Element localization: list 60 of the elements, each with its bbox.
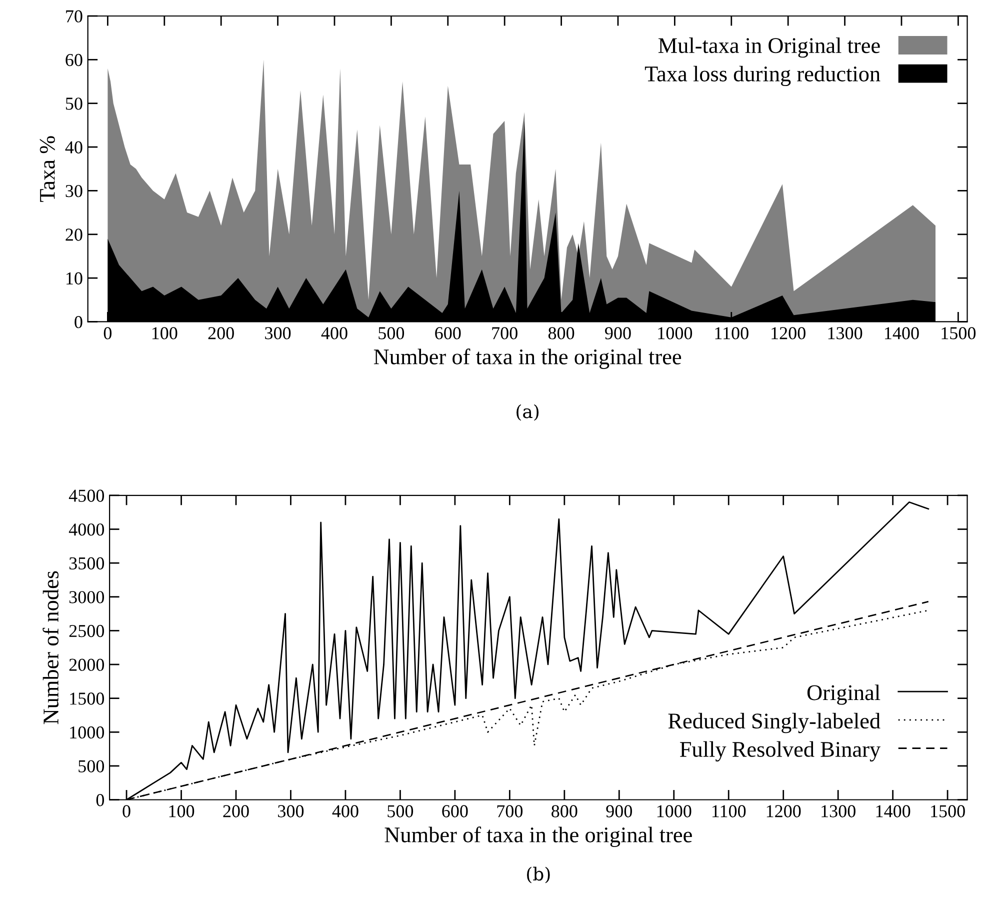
y-tick-label: 10	[66, 272, 82, 284]
x-tick-label: 800	[552, 805, 578, 818]
x-tick-label: 700	[492, 327, 518, 340]
x-tick-label: 1000	[658, 327, 692, 340]
legend-label: Mul-taxa in Original tree	[658, 37, 880, 58]
x-tick-label: 400	[321, 327, 348, 340]
y-tick-label: 4500	[68, 490, 104, 502]
x-tick-label: 600	[435, 327, 461, 340]
x-tick-label: 300	[278, 805, 304, 818]
y-tick-label: 2500	[69, 624, 104, 638]
x-tick-label: 200	[223, 805, 249, 818]
x-tick-label: 100	[152, 327, 178, 340]
x-tick-label: 100	[169, 805, 194, 818]
x-axis-title: Number of taxa in the original tree	[374, 348, 682, 369]
x-tick-label: 1500	[931, 805, 965, 818]
x-axis-title: Number of taxa in the original tree	[384, 826, 692, 847]
x-tick-label: 1500	[942, 327, 976, 340]
y-tick-label: 4000	[68, 523, 104, 536]
y-tick-label: 1000	[70, 726, 104, 739]
x-tick-label: 300	[265, 327, 291, 340]
legend-label: Taxa loss during reduction	[644, 66, 880, 86]
x-tick-label: 1200	[772, 327, 806, 340]
x-tick-label: 700	[497, 805, 523, 818]
y-tick-label: 0	[74, 316, 82, 328]
x-tick-label: 500	[378, 327, 404, 340]
x-tick-label: 600	[442, 805, 468, 818]
y-tick-label: 70	[66, 10, 82, 22]
y-tick-label: 0	[96, 794, 104, 806]
y-tick-label: 3000	[69, 591, 104, 604]
y-tick-label: 20	[66, 228, 82, 241]
y-tick-label: 30	[66, 184, 82, 198]
y-axis-title: Taxa %	[40, 136, 55, 202]
x-tick-label: 1100	[712, 805, 746, 818]
x-tick-label: 1300	[828, 327, 862, 340]
legend-label: Fully Resolved Binary	[680, 741, 881, 762]
y-tick-label: 40	[65, 141, 82, 154]
x-tick-label: 900	[606, 805, 632, 818]
text: (b)	[527, 866, 550, 884]
y-axis-title: Number of nodes	[42, 571, 59, 724]
y-tick-label: 60	[66, 54, 82, 66]
y-tick-label: 1500	[70, 692, 104, 705]
legend-label: Reduced Singly-labeled	[668, 712, 880, 734]
x-tick-label: 1000	[657, 805, 692, 818]
x-tick-label: 1100	[715, 327, 748, 340]
y-tick-label: 2000	[69, 658, 104, 671]
y-tick-label: 3500	[69, 557, 104, 570]
x-tick-label: 1300	[822, 805, 856, 818]
legend-label: Original	[807, 684, 880, 705]
x-tick-label: 1400	[885, 327, 919, 340]
x-tick-label: 900	[605, 327, 631, 340]
text: (a)	[516, 404, 539, 421]
x-tick-label: 400	[332, 805, 358, 818]
x-tick-label: 1400	[876, 805, 910, 818]
x-tick-label: 800	[548, 327, 574, 340]
x-tick-label: 500	[388, 805, 414, 818]
x-tick-label: 1200	[766, 805, 801, 818]
x-tick-label: 0	[122, 805, 130, 818]
y-tick-label: 50	[66, 98, 82, 110]
y-tick-label: 500	[78, 760, 104, 772]
x-tick-label: 200	[208, 327, 234, 340]
